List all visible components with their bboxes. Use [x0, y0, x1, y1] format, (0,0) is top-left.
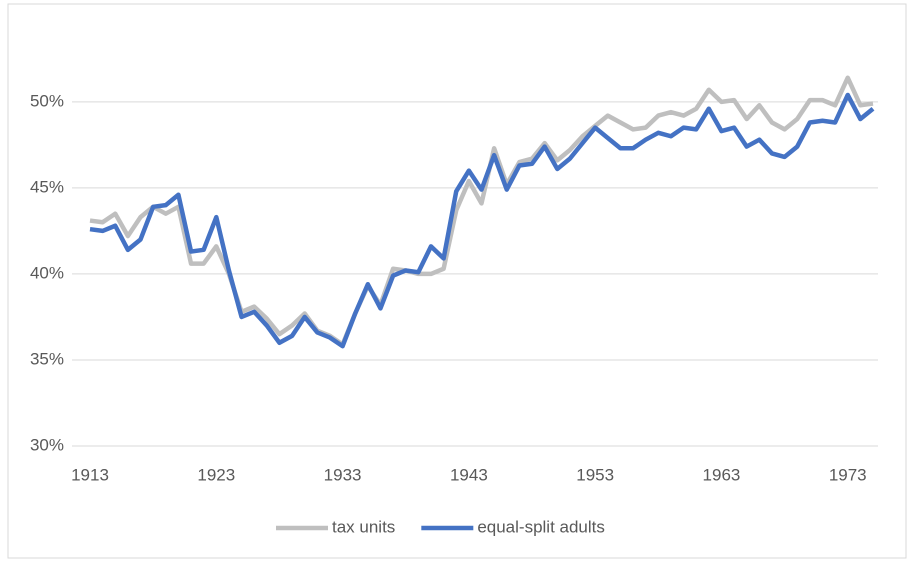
x-tick-label: 1943 — [450, 465, 488, 484]
chart-frame — [7, 3, 907, 559]
x-tick-label: 1913 — [71, 465, 109, 484]
y-tick-label: 35% — [30, 349, 64, 368]
y-tick-label: 30% — [30, 435, 64, 454]
x-tick-label: 1973 — [829, 465, 867, 484]
x-tick-label: 1953 — [576, 465, 614, 484]
x-tick-label: 1923 — [197, 465, 235, 484]
legend-label: tax units — [332, 517, 395, 536]
legend-label: equal-split adults — [477, 517, 605, 536]
series-line — [89, 75, 874, 347]
y-tick-label: 40% — [30, 263, 64, 282]
y-tick-label: 50% — [30, 91, 64, 110]
x-tick-label: 1963 — [703, 465, 741, 484]
y-tick-label: 45% — [30, 177, 64, 196]
x-tick-label: 1933 — [324, 465, 362, 484]
series-line — [89, 92, 875, 349]
